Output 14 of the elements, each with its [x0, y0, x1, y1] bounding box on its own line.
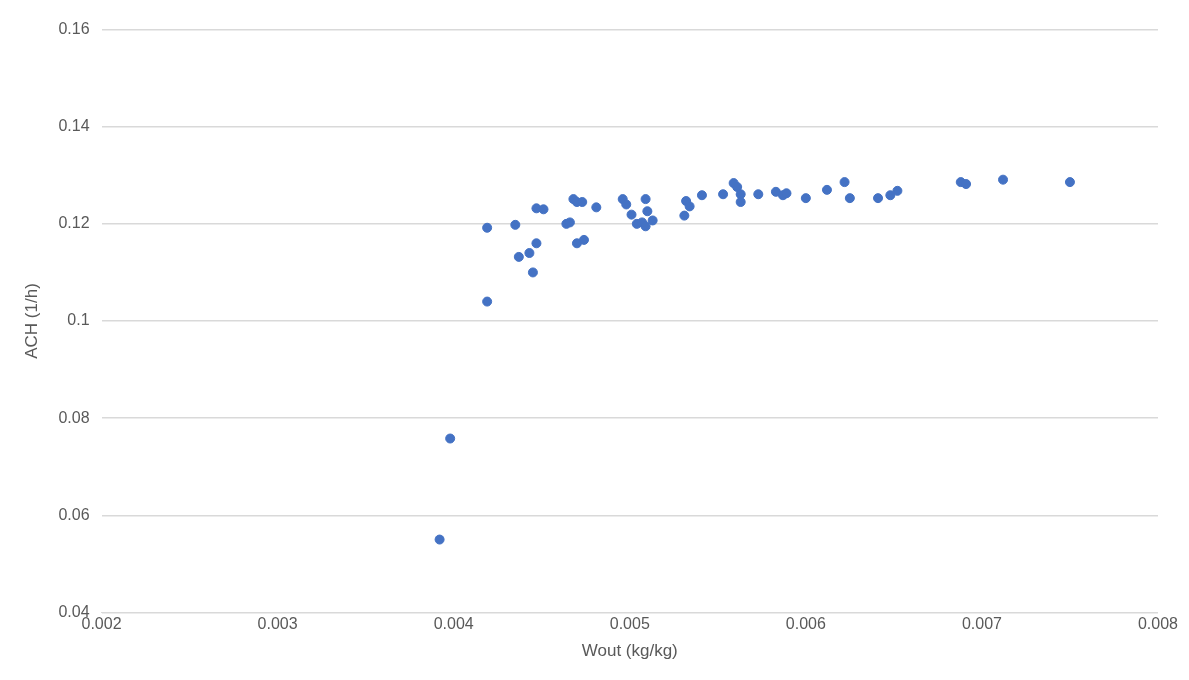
x-tick-label: 0.006: [785, 615, 826, 633]
y-tick-label: 0.08: [58, 408, 90, 426]
x-tick-label: 0.007: [961, 615, 1003, 633]
y-tick-label: 0.1: [67, 311, 90, 329]
y-axis-title: ACH (1/h): [21, 283, 41, 359]
x-tick-label: 0.004: [433, 615, 474, 633]
y-tick-label: 0.12: [58, 214, 90, 232]
x-tick-label: 0.003: [257, 615, 298, 633]
y-tick-label: 0.16: [58, 20, 90, 38]
x-tick-label: 0.005: [609, 615, 650, 633]
y-tick-label: 0.06: [58, 505, 90, 523]
x-tick-label: 0.008: [1137, 615, 1179, 633]
y-tick-label: 0.14: [58, 117, 90, 135]
x-axis-title: Wout (kg/kg): [581, 641, 678, 661]
